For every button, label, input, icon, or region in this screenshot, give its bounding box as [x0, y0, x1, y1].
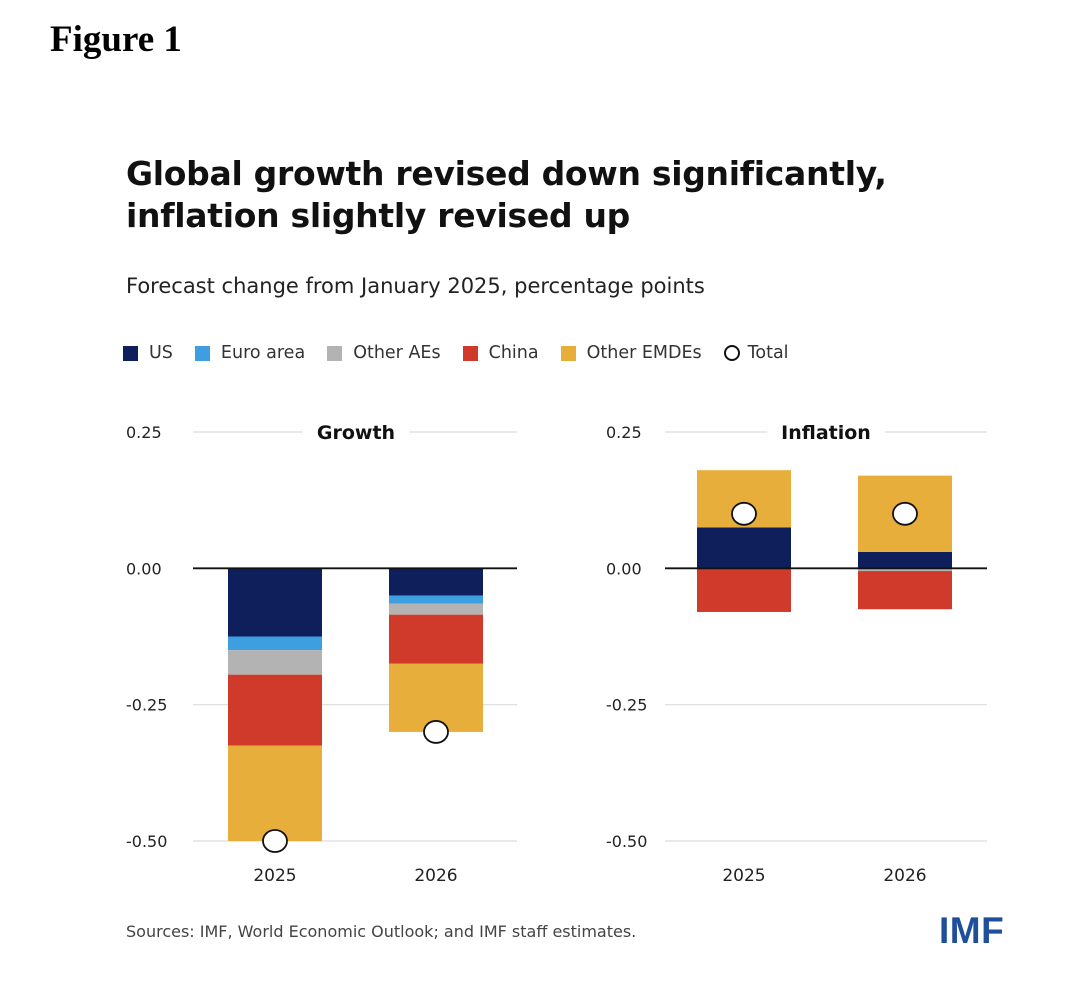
growth-total-marker-2026	[423, 720, 449, 744]
inflation-ytick-label-0: 0.25	[606, 423, 642, 442]
growth-bar-2025-china	[228, 674, 322, 746]
figure-label: Figure 1	[50, 19, 182, 60]
growth-bar-2025-other-aes	[228, 650, 322, 675]
legend-label-other-aes: Other AEs	[353, 343, 441, 363]
legend-swatch-euro-area	[194, 345, 210, 361]
legend-item-euro-area: Euro area	[194, 343, 306, 363]
legend-item-us: US	[123, 343, 173, 363]
growth-ytick-label-0: 0.25	[126, 423, 162, 442]
inflation-ytick-label-3: -0.50	[606, 832, 647, 851]
legend-label-euro-area: Euro area	[220, 343, 306, 363]
growth-ytick-label-2: -0.25	[126, 696, 167, 715]
inflation-bar-2025-us	[697, 527, 791, 569]
inflation-total-marker-2025	[731, 501, 757, 526]
growth-bar-2026-us	[389, 568, 483, 596]
inflation-panel-title-bg	[767, 420, 885, 446]
growth-ytick-label-3: -0.50	[126, 832, 167, 851]
legend-label-china: China	[488, 343, 539, 363]
legend-item-other-emdes: Other EMDEs	[560, 343, 702, 363]
growth-ytick-label-1: 0.00	[126, 559, 162, 578]
inflation-panel-title: Inflation	[781, 422, 871, 444]
inflation-bar-2025-china	[697, 568, 791, 612]
growth-bar-2025-us	[228, 568, 322, 637]
legend-label-us: US	[149, 343, 173, 363]
legend-item-other-aes: Other AEs	[327, 343, 441, 363]
growth-xtick-label-2025: 2025	[253, 866, 296, 886]
legend-label-other-emdes: Other EMDEs	[586, 343, 702, 363]
inflation-total-marker-2026	[892, 501, 918, 526]
growth-bar-2026-china	[389, 614, 483, 664]
imf-logo: IMF	[939, 910, 1005, 951]
legend: US Euro area Other AEs China Other EMDEs…	[123, 343, 811, 363]
inflation-bar-2026-china	[858, 571, 952, 610]
growth-total-marker-2025	[262, 829, 288, 853]
source-note: Sources: IMF, World Economic Outlook; an…	[126, 922, 637, 941]
growth-panel-title-bg	[302, 420, 410, 446]
legend-label-total: Total	[747, 343, 789, 363]
legend-swatch-other-aes	[327, 345, 343, 361]
legend-swatch-other-emdes	[560, 345, 576, 361]
legend-item-china: China	[462, 343, 539, 363]
legend-swatch-us	[123, 345, 138, 361]
growth-panel-title: Growth	[317, 422, 395, 444]
legend-circle-icon	[723, 345, 740, 361]
inflation-ytick-label-1: 0.00	[606, 559, 642, 578]
chart-subtitle: Forecast change from January 2025, perce…	[126, 274, 705, 298]
legend-item-total: Total	[723, 343, 789, 363]
growth-bar-2025-euro-area	[228, 636, 322, 651]
growth-bar-2025-other-emdes	[228, 745, 322, 841]
inflation-xtick-label-2025: 2025	[722, 866, 765, 886]
inflation-xtick-label-2026: 2026	[883, 866, 926, 886]
chart-title: Global growth revised down significantly…	[126, 154, 887, 235]
inflation-bar-2026-us	[858, 551, 952, 569]
growth-bar-2026-other-aes	[389, 603, 483, 615]
growth-bar-2026-euro-area	[389, 595, 483, 604]
inflation-ytick-label-2: -0.25	[606, 696, 647, 715]
growth-xtick-label-2026: 2026	[414, 866, 457, 886]
legend-swatch-china	[462, 345, 478, 361]
inflation-bar-2026-other-aes	[858, 568, 952, 572]
